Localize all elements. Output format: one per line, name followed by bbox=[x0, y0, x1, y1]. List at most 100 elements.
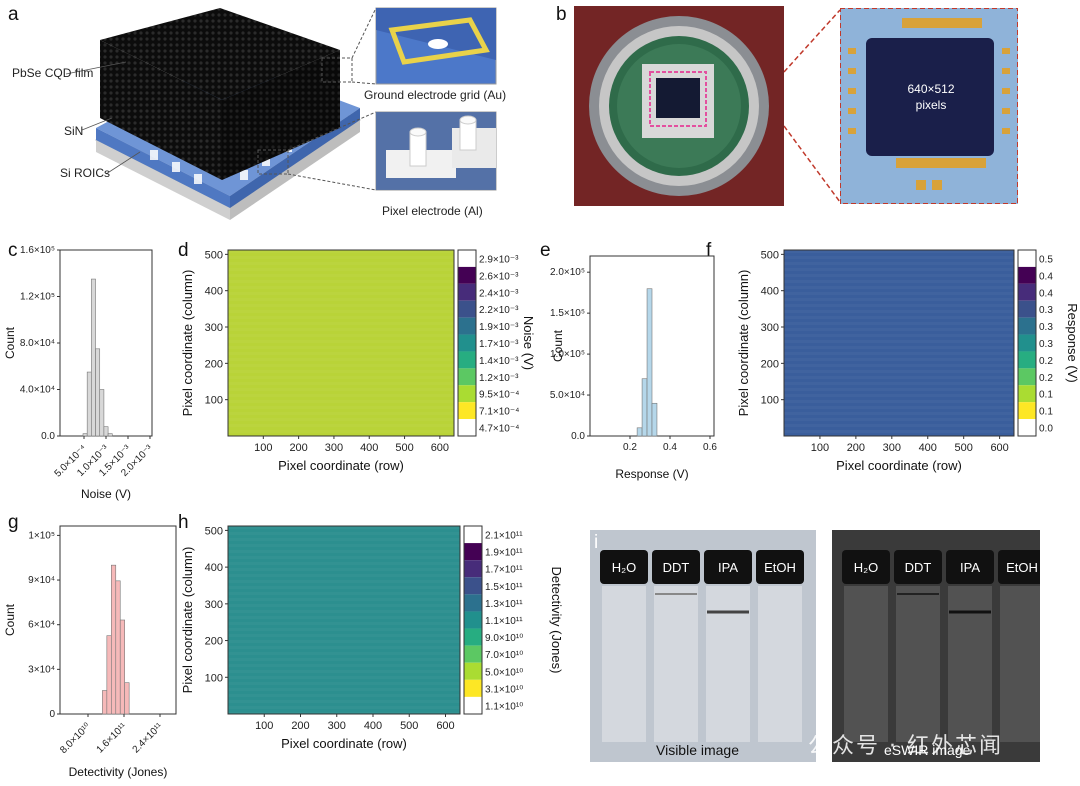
chart-c-xlabel: Noise (V) bbox=[81, 487, 131, 501]
chart-c-ytick-label: 4.0×10⁴ bbox=[20, 385, 55, 396]
chart-d-xlabel: Pixel coordinate (row) bbox=[278, 458, 404, 473]
chart-h-colorbar-label: 1.3×10¹¹ bbox=[485, 599, 523, 610]
chart-f-xtick-label: 600 bbox=[990, 442, 1008, 454]
chart-d-colorbar-step bbox=[458, 351, 476, 369]
panel-label-a: a bbox=[8, 4, 19, 25]
chart-f-xtick-label: 300 bbox=[883, 442, 901, 454]
chart-c-bar bbox=[95, 348, 101, 437]
chart-f-colorbar-label: 0.5 bbox=[1039, 254, 1053, 265]
chart-f-colorbar-step bbox=[1018, 385, 1036, 403]
chart-c-bar bbox=[91, 278, 96, 437]
chart-f-colorbar-label: 0.3 bbox=[1039, 322, 1053, 333]
chart-h-ytick-label: 500 bbox=[205, 525, 223, 537]
chart-d-colorbar-step bbox=[458, 300, 476, 318]
chart-e-xtick-label: 0.2 bbox=[623, 442, 637, 453]
chart-f-xtick-label: 400 bbox=[919, 442, 937, 454]
chart-f-texture bbox=[784, 394, 1014, 397]
chart-h-colorbar-step bbox=[464, 594, 482, 612]
vial-body bbox=[896, 586, 940, 742]
chart-f-colorbar-step bbox=[1018, 402, 1036, 420]
chart-d-xtick-label: 200 bbox=[289, 442, 307, 454]
chart-f-texture bbox=[784, 340, 1014, 343]
chart-f-texture bbox=[784, 406, 1014, 409]
chart-g-bar bbox=[111, 564, 117, 715]
chart-f-texture bbox=[784, 430, 1014, 433]
chart-h-ytick-label: 100 bbox=[205, 672, 223, 684]
sensor-closeup bbox=[840, 8, 1018, 204]
chart-d-colorbar-step bbox=[458, 317, 476, 335]
chart-h-xtick-label: 400 bbox=[364, 720, 382, 732]
chart-f-colorbar-step bbox=[1018, 266, 1036, 284]
chart-d-texture bbox=[228, 256, 454, 259]
chart-h-texture bbox=[228, 562, 460, 565]
chart-g-xtick-label: 1.6×10¹¹ bbox=[95, 721, 130, 756]
chart-c-ytick-label: 0.0 bbox=[41, 431, 55, 442]
chart-e-bar bbox=[636, 427, 643, 437]
chart-f-frame bbox=[783, 249, 1015, 437]
chart-h-texture bbox=[228, 574, 460, 577]
chart-d-texture bbox=[228, 304, 454, 307]
film-label: PbSe CQD film bbox=[12, 66, 94, 80]
chart-d-colorbar-step bbox=[458, 266, 476, 284]
panel-label-i: i bbox=[594, 532, 599, 553]
chart-f-ytick-label: 300 bbox=[761, 322, 779, 334]
chart-f-texture bbox=[784, 274, 1014, 277]
chart-h-texture bbox=[228, 646, 460, 649]
chart-c-bar bbox=[99, 389, 105, 437]
chart-h-texture bbox=[228, 634, 460, 637]
chart-f-texture bbox=[784, 346, 1014, 349]
pixel-electrode-label: Pixel electrode (Al) bbox=[382, 204, 483, 218]
chart-h-texture bbox=[228, 706, 460, 709]
chart-e-xtick-label: 0.4 bbox=[663, 442, 677, 453]
chart-d-colorbar-label: 1.2×10⁻³ bbox=[479, 373, 519, 384]
vial-cap bbox=[600, 550, 648, 584]
chart-h-texture bbox=[228, 640, 460, 643]
chart-h-texture bbox=[228, 556, 460, 559]
chart-f-colorbar-label: 0.2 bbox=[1039, 373, 1053, 384]
chart-h-ytick-label: 200 bbox=[205, 636, 223, 648]
chart-d-texture bbox=[228, 262, 454, 265]
vial-cap bbox=[704, 550, 752, 584]
chart-f-texture bbox=[784, 280, 1014, 283]
chart-d-ytick-label: 200 bbox=[205, 358, 223, 370]
chart-d: 100 200 300 400 500 600 100 200 300 400 500 Pixel c… bbox=[180, 249, 536, 473]
chart-f-texture bbox=[784, 334, 1014, 337]
chart-h-texture bbox=[228, 610, 460, 613]
chart-e-ytick-label: 0.0 bbox=[571, 431, 585, 442]
chart-d-colorbar-label: 1.4×10⁻³ bbox=[479, 356, 519, 367]
vial-label: H₂O bbox=[854, 560, 879, 575]
panel-label-b: b bbox=[556, 4, 567, 25]
chart-h-texture bbox=[228, 682, 460, 685]
ground-electrode-label: Ground electrode grid (Au) bbox=[364, 88, 507, 102]
chart-d-colorbar-label: 2.9×10⁻³ bbox=[479, 254, 519, 265]
vial-cap bbox=[946, 550, 994, 584]
chart-h-colorbar-step bbox=[464, 679, 482, 697]
vial-cap bbox=[652, 550, 700, 584]
chart-g-bar bbox=[124, 682, 130, 715]
chart-d-texture bbox=[228, 292, 454, 295]
chart-g-xlabel: Detectivity (Jones) bbox=[69, 765, 168, 779]
chart-f-texture bbox=[784, 256, 1014, 259]
chart-e-bar bbox=[646, 288, 653, 437]
chart-d-colorbar-label: 7.1×10⁻⁴ bbox=[479, 407, 519, 418]
chart-d-xtick-label: 400 bbox=[360, 442, 378, 454]
vial-label: DDT bbox=[663, 560, 690, 575]
chart-h-colorbar-step bbox=[464, 628, 482, 646]
chart-f-colorbar-title: Response (V) bbox=[1065, 303, 1080, 382]
vial-label: IPA bbox=[960, 560, 980, 575]
panel-label-g: g bbox=[8, 512, 19, 533]
chart-d-colorbar-step bbox=[458, 385, 476, 403]
chart-f-texture bbox=[784, 364, 1014, 367]
chart-h-texture bbox=[228, 670, 460, 673]
chart-c-bar bbox=[82, 433, 88, 437]
chart-d-colorbar-label: 2.4×10⁻³ bbox=[479, 288, 519, 299]
chart-h-texture bbox=[228, 586, 460, 589]
chart-g-ytick-label: 3×10⁴ bbox=[28, 664, 55, 675]
chart-g-ytick-label: 9×10⁴ bbox=[28, 575, 55, 586]
chart-g-ytick-label: 6×10⁴ bbox=[28, 620, 55, 631]
chart-d-texture bbox=[228, 340, 454, 343]
chart-d-xtick-label: 100 bbox=[254, 442, 272, 454]
chart-c-bar bbox=[86, 371, 92, 437]
chart-h-xtick-label: 200 bbox=[291, 720, 309, 732]
